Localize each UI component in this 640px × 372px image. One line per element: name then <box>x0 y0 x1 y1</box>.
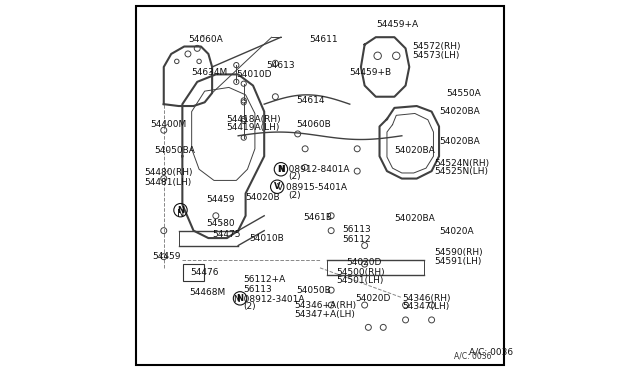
Text: 54525N(LH): 54525N(LH) <box>435 167 488 176</box>
Text: (2): (2) <box>289 191 301 200</box>
Text: 54634M: 54634M <box>191 68 228 77</box>
Text: 54060B: 54060B <box>296 120 331 129</box>
Text: 54020BA: 54020BA <box>394 146 435 155</box>
Text: 54459: 54459 <box>152 252 180 261</box>
Text: 54050B: 54050B <box>296 286 331 295</box>
Text: N 08912-8401A: N 08912-8401A <box>279 165 349 174</box>
Text: 54020BA: 54020BA <box>439 107 480 116</box>
Text: 54580: 54580 <box>207 219 235 228</box>
Text: V 08915-5401A: V 08915-5401A <box>277 183 348 192</box>
Text: 54614: 54614 <box>296 96 324 105</box>
Text: 54613: 54613 <box>266 61 294 70</box>
Text: A/C: 0036: A/C: 0036 <box>468 347 513 356</box>
Text: 54550A: 54550A <box>447 89 481 97</box>
Text: N: N <box>237 294 243 303</box>
Text: 54590(RH): 54590(RH) <box>435 248 483 257</box>
Text: 54572(RH): 54572(RH) <box>412 42 461 51</box>
Text: 54524N(RH): 54524N(RH) <box>435 159 490 168</box>
Text: 54611: 54611 <box>309 35 337 44</box>
Text: 54481(LH): 54481(LH) <box>145 178 191 187</box>
Text: 54020D: 54020D <box>355 294 390 303</box>
Text: 54500(RH): 54500(RH) <box>337 268 385 277</box>
Text: 56113: 56113 <box>342 225 371 234</box>
Text: 54010B: 54010B <box>250 234 284 243</box>
Text: 56112+A: 56112+A <box>244 275 286 284</box>
Text: N 08912-3401A: N 08912-3401A <box>234 295 304 304</box>
Text: 54418A(RH): 54418A(RH) <box>227 115 281 124</box>
Text: 54419A(LH): 54419A(LH) <box>227 123 280 132</box>
Text: 54400M: 54400M <box>151 120 187 129</box>
Text: 56113: 56113 <box>244 285 273 294</box>
Text: 54476: 54476 <box>191 268 219 277</box>
Text: (2): (2) <box>244 302 257 311</box>
Text: 54573(LH): 54573(LH) <box>412 51 460 60</box>
Text: 54020BA: 54020BA <box>394 214 435 223</box>
Text: 56112: 56112 <box>342 235 371 244</box>
Text: 54020B: 54020B <box>246 193 280 202</box>
Text: 54459+A: 54459+A <box>376 20 418 29</box>
Text: V: V <box>274 182 280 191</box>
Text: 54050BA: 54050BA <box>154 146 195 155</box>
Text: 54346+A(RH): 54346+A(RH) <box>294 301 356 310</box>
Text: 54060A: 54060A <box>188 35 223 44</box>
Text: 54475: 54475 <box>212 230 241 239</box>
Text: A/C: 0036: A/C: 0036 <box>454 352 491 361</box>
Text: 54347(LH): 54347(LH) <box>402 302 449 311</box>
Text: 54020A: 54020A <box>439 227 474 236</box>
Text: 54020BA: 54020BA <box>439 137 480 146</box>
Text: (2): (2) <box>289 172 301 181</box>
Text: 54020D: 54020D <box>346 258 381 267</box>
Text: N: N <box>177 209 184 219</box>
Text: 54347+A(LH): 54347+A(LH) <box>294 310 355 319</box>
Text: N: N <box>177 206 184 215</box>
Text: 54501(LH): 54501(LH) <box>337 276 384 285</box>
Text: 54010D: 54010D <box>236 70 272 79</box>
Text: 54346(RH): 54346(RH) <box>402 294 451 303</box>
Text: 54459+B: 54459+B <box>349 68 392 77</box>
Text: 54459: 54459 <box>207 195 235 203</box>
Text: 54468M: 54468M <box>189 288 225 296</box>
Text: 5461B: 5461B <box>303 213 332 222</box>
Text: 54591(LH): 54591(LH) <box>435 257 482 266</box>
Text: 54480(RH): 54480(RH) <box>145 169 193 177</box>
Text: N: N <box>278 165 284 174</box>
